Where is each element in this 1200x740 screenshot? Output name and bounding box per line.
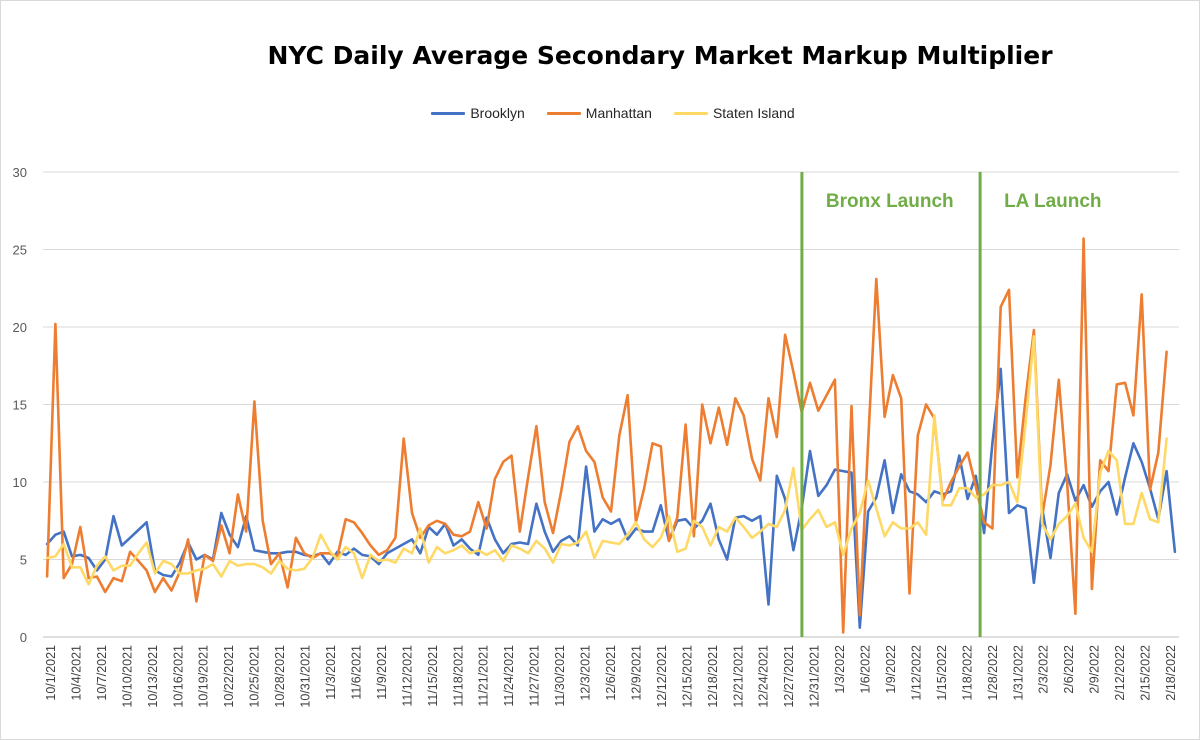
series-line-brooklyn (45, 367, 1177, 630)
x-tick-label: 12/9/2021 (629, 645, 643, 701)
x-tick-label: 1/28/2022 (986, 645, 1000, 701)
y-tick-label: 15 (13, 398, 27, 413)
x-tick-label: 11/18/2021 (451, 645, 465, 707)
x-tick-label: 12/27/2021 (782, 645, 796, 708)
x-tick-label: 1/31/2022 (1011, 645, 1025, 701)
x-tick-label: 11/12/2021 (400, 645, 414, 707)
x-tick-label: 11/30/2021 (553, 645, 567, 707)
x-tick-label: 12/12/2021 (655, 645, 669, 708)
x-tick-label: 11/24/2021 (502, 645, 516, 707)
x-tick-label: 2/6/2022 (1062, 645, 1076, 694)
x-tick-label: 12/21/2021 (731, 645, 745, 708)
legend-swatch (546, 111, 581, 115)
x-tick-label: 12/31/2021 (808, 645, 822, 708)
x-tick-label: 10/28/2021 (273, 645, 287, 708)
x-tick-label: 1/3/2022 (833, 645, 847, 694)
legend-label: Manhattan (585, 105, 652, 121)
x-tick-label: 11/27/2021 (528, 645, 542, 707)
legend-label: Staten Island (712, 105, 795, 121)
x-tick-label: 11/15/2021 (426, 645, 440, 707)
legend-item: Brooklyn (431, 105, 525, 121)
annotation-label: Bronx Launch (826, 191, 954, 212)
x-tick-label: 1/15/2022 (935, 645, 949, 701)
legend-label: Brooklyn (470, 105, 525, 121)
x-tick-label: 2/15/2022 (1139, 645, 1153, 701)
y-tick-label: 25 (13, 243, 27, 258)
x-tick-label: 12/15/2021 (680, 645, 694, 708)
y-tick-label: 0 (20, 630, 27, 645)
x-tick-label: 12/6/2021 (604, 645, 618, 701)
legend-swatch (673, 111, 708, 115)
x-tick-label: 1/12/2022 (909, 645, 923, 701)
x-tick-label: 11/6/2021 (349, 645, 363, 700)
x-tick-label: 12/3/2021 (579, 645, 593, 701)
x-tick-label: 1/6/2022 (859, 645, 873, 694)
legend-swatch (431, 111, 466, 115)
x-tick-label: 10/16/2021 (171, 645, 185, 708)
y-tick-label: 5 (20, 553, 27, 568)
x-tick-label: 11/9/2021 (375, 645, 389, 700)
chart-title: NYC Daily Average Secondary Market Marku… (267, 41, 1053, 70)
legend: Brooklyn Manhattan Staten Island (1, 105, 1200, 121)
y-tick-label: 30 (13, 165, 27, 180)
x-tick-label: 10/19/2021 (197, 645, 211, 708)
legend-item: Manhattan (546, 105, 652, 121)
y-tick-label: 20 (13, 320, 27, 335)
x-tick-label: 12/24/2021 (757, 645, 771, 708)
x-tick-label: 11/21/2021 (477, 645, 491, 707)
x-tick-label: 2/9/2022 (1088, 645, 1102, 694)
x-tick-label: 2/18/2022 (1164, 645, 1178, 701)
x-tick-label: 12/18/2021 (706, 645, 720, 708)
x-tick-label: 10/4/2021 (69, 645, 83, 701)
annotation-label: LA Launch (1004, 191, 1101, 212)
x-tick-label: 2/3/2022 (1037, 645, 1051, 694)
x-tick-label: 1/9/2022 (884, 645, 898, 694)
legend-item: Staten Island (673, 105, 795, 121)
series-line-manhattan (45, 237, 1168, 634)
x-tick-label: 10/25/2021 (248, 645, 262, 708)
x-tick-label: 10/10/2021 (120, 645, 134, 708)
x-tick-label: 11/3/2021 (324, 645, 338, 700)
x-tick-label: 2/12/2022 (1113, 645, 1127, 701)
x-tick-label: 1/18/2022 (960, 645, 974, 701)
y-tick-label: 10 (13, 475, 27, 490)
x-tick-label: 10/31/2021 (299, 645, 313, 708)
x-tick-label: 10/13/2021 (146, 645, 160, 708)
x-tick-label: 10/7/2021 (95, 645, 109, 701)
x-tick-label: 10/22/2021 (222, 645, 236, 708)
x-tick-label: 10/1/2021 (44, 645, 58, 701)
